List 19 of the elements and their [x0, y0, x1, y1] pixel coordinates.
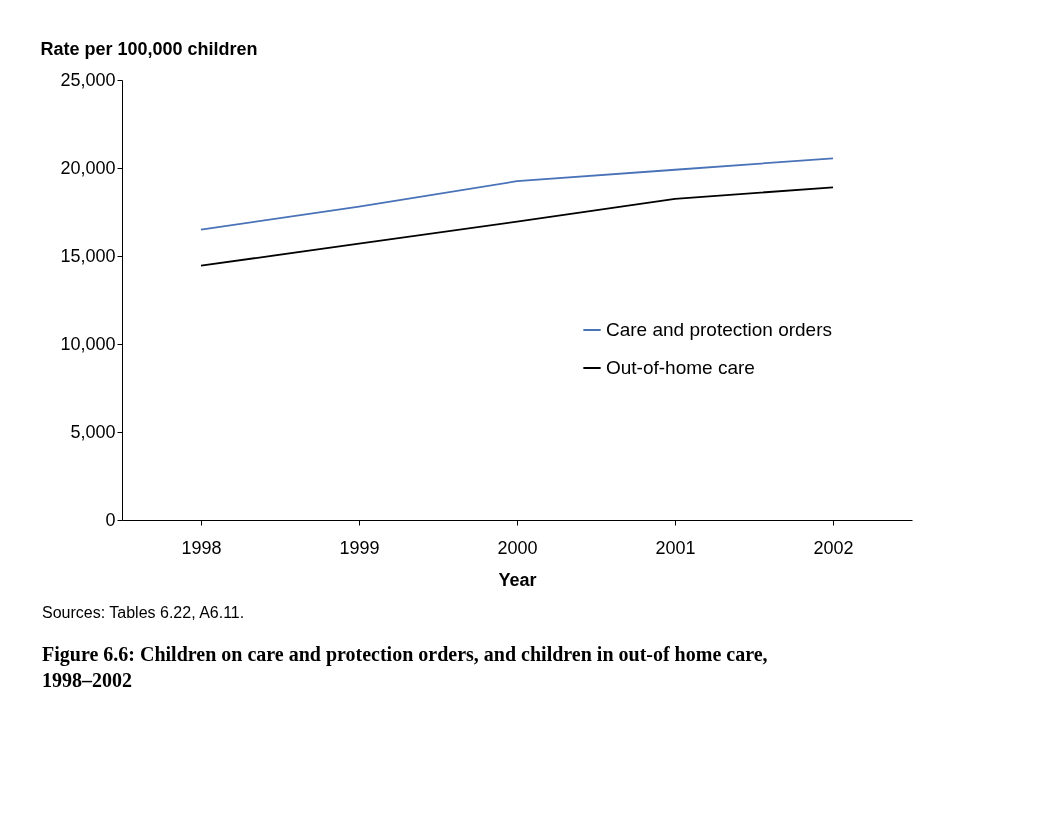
x-axis-title: Year	[498, 569, 537, 590]
legend-label: Out-of-home care	[606, 357, 755, 378]
x-tick-label: 1999	[339, 537, 380, 558]
y-tick-label: 20,000	[60, 157, 116, 178]
line-series	[200, 186, 834, 267]
line-series	[200, 157, 834, 231]
x-tick-label: 2002	[813, 537, 854, 558]
x-tick-label: 2001	[655, 537, 696, 558]
text: Figure 6.6: Children on care and protection orders, and children in out-of home care, 1998–2002	[42, 643, 768, 691]
source-note: Sources: Tables 6.22, A6.11.	[42, 604, 245, 621]
y-tick-label: 25,000	[60, 69, 116, 90]
y-tick-label: 10,000	[60, 333, 116, 354]
x-tick-label: 2000	[497, 537, 538, 558]
y-tick-label: 0	[105, 509, 116, 530]
x-tick-label: 1998	[181, 537, 222, 558]
y-axis-title: Rate per 100,000 children	[40, 38, 258, 59]
legend-label: Care and protection orders	[606, 319, 833, 340]
y-tick-label: 15,000	[60, 245, 116, 266]
y-tick-label: 5,000	[70, 421, 116, 442]
